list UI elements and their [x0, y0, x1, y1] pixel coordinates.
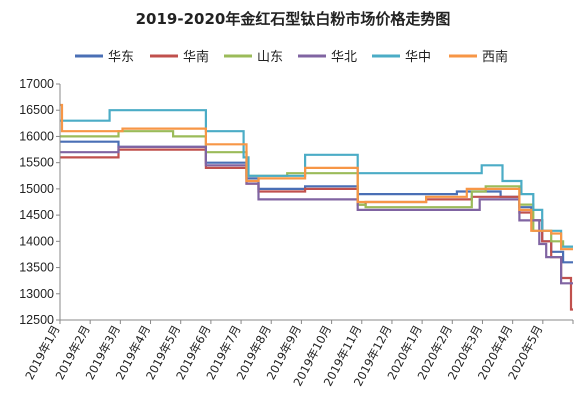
legend-label-6: 西南	[482, 49, 508, 65]
y-tick-label: 17000	[19, 77, 54, 91]
legend-label-1: 华东	[108, 50, 134, 65]
y-tick-label: 15000	[19, 182, 54, 196]
legend-label-3: 山东	[257, 50, 283, 65]
y-axis: 12500 13000 13500 14000 14500 15000 15500 16000…	[19, 77, 61, 327]
series-line-1	[60, 140, 573, 264]
y-tick-label: 13500	[19, 261, 54, 275]
x-axis: 2019年1月2019年2月2019年3月2019年4月2019年5月2019年…	[22, 319, 574, 388]
y-tick-label: 13000	[19, 287, 54, 301]
series-line-4	[60, 145, 573, 285]
series-line-5	[60, 109, 573, 248]
y-tick-label: 14500	[19, 208, 54, 222]
y-tick-label: 15500	[19, 156, 54, 170]
y-tick-label: 12500	[19, 313, 54, 327]
series-line-6	[60, 103, 573, 251]
y-tick-label: 16500	[19, 103, 54, 117]
plot-area	[60, 103, 573, 311]
chart-title: 2019-2020年金红石型钛白粉市场价格走势图	[136, 10, 451, 28]
legend-label-5: 华中	[405, 50, 431, 65]
y-tick-label: 14000	[19, 234, 54, 248]
legend-label-4: 华北	[331, 50, 357, 65]
legend-label-2: 华南	[183, 49, 209, 65]
y-tick-label: 16000	[19, 129, 54, 143]
legend: 华东 华南 山东 华北 华中 西南	[75, 49, 508, 65]
